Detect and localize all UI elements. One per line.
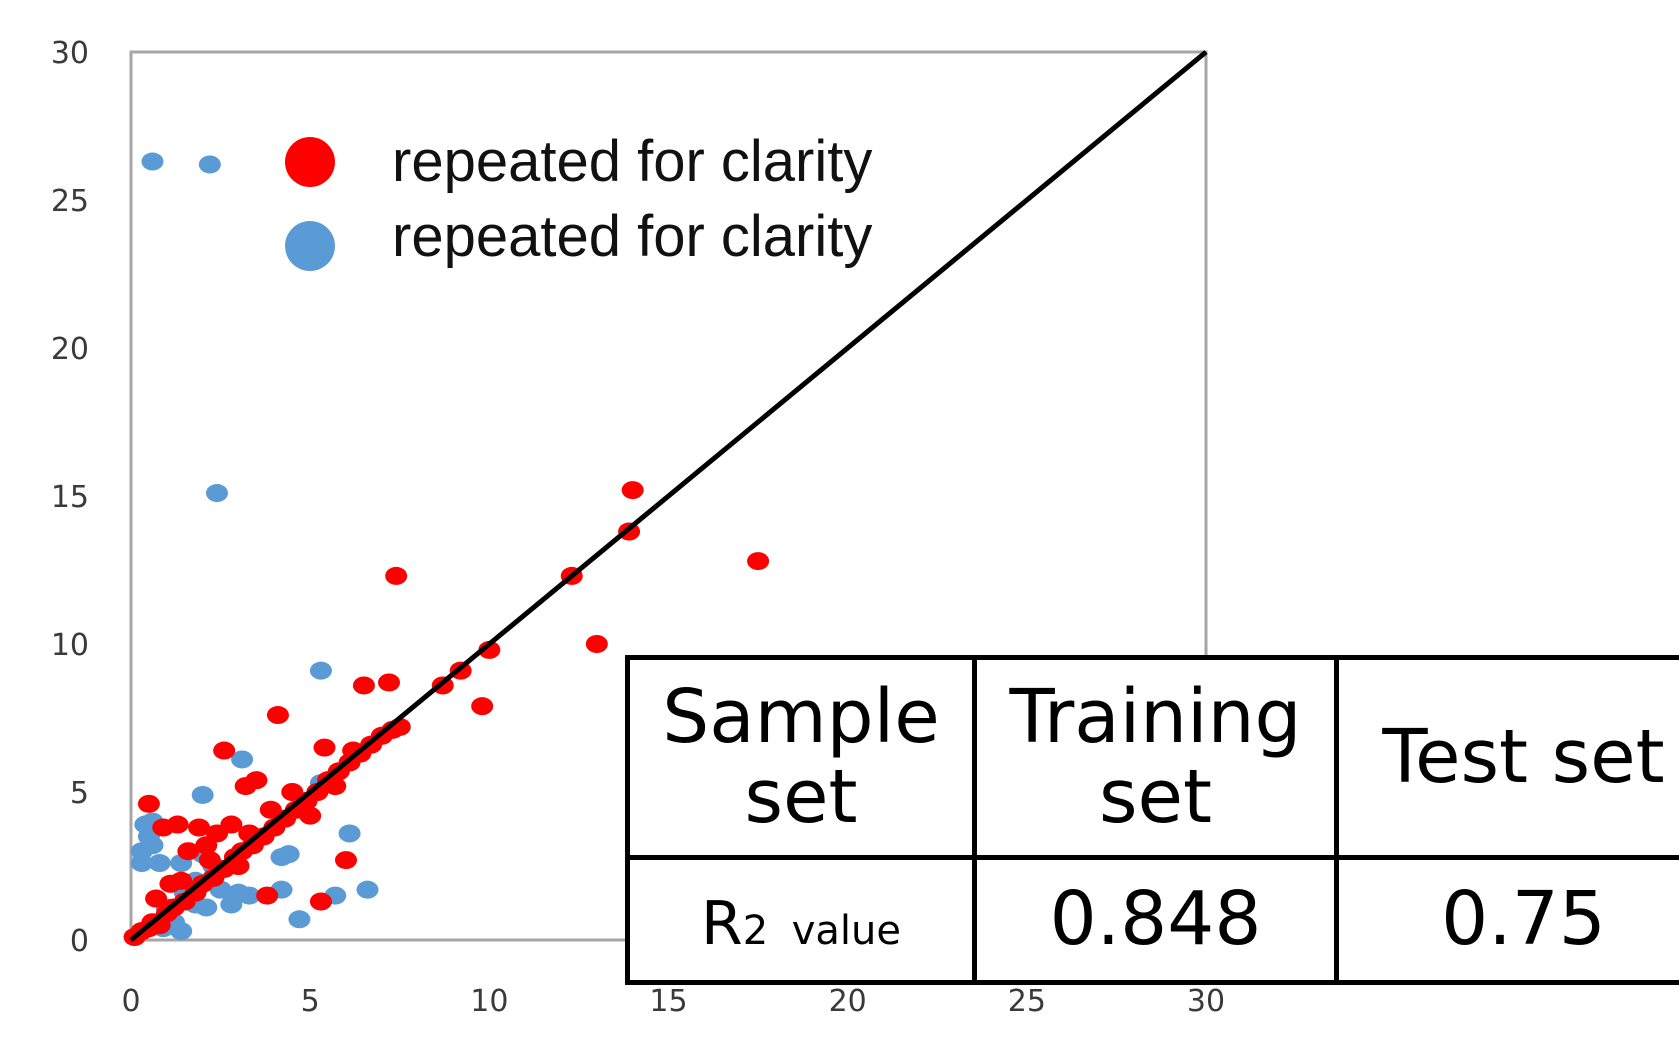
data-point-blue [206,484,228,503]
data-point-red [198,851,221,870]
r2-value-word: value [791,908,901,955]
data-point-blue [356,880,379,899]
data-point-red [166,815,189,834]
data-point-red [145,889,168,908]
r2-results-table: Sample set Training set Test set R2 valu… [625,655,1679,985]
data-point-blue [338,824,361,843]
data-point-red [471,697,494,716]
training-r2-value: 0.848 [972,855,1339,985]
data-point-red [170,871,193,890]
data-point-red [299,806,322,825]
data-point-red [137,794,160,813]
y-tick-label: 20 [51,332,89,367]
header-training-set: Training set [972,655,1339,860]
data-point-red [621,481,644,500]
data-point-red [266,706,289,725]
data-point-red [747,552,770,571]
data-point-red [324,777,347,796]
data-point-blue [277,845,300,864]
row-label-r2-value: R2 value [625,855,977,985]
data-point-red [259,800,282,819]
data-point-blue [195,898,218,917]
data-point-red [585,635,608,653]
legend-label-blue: repeated for clarity [392,204,872,269]
y-tick-label: 25 [51,184,89,219]
data-point-blue [191,785,214,804]
data-point-red [188,818,211,837]
data-point-red [385,566,408,585]
y-tick-label: 0 [70,924,89,959]
data-point-blue [238,886,261,905]
x-tick-label: 30 [1187,984,1225,1019]
x-tick-label: 25 [1008,984,1046,1019]
data-point-blue [231,750,254,769]
legend-item-red: repeated for clarity [285,129,872,194]
data-point-blue [141,152,164,171]
data-point-red [213,741,236,760]
legend: repeated for clarity repeated for clarit… [285,129,872,271]
r2-letter: R [701,889,743,960]
data-point-blue [170,922,193,941]
data-point-blue [309,661,332,680]
data-point-red [220,815,243,834]
y-tick-label: 5 [70,776,89,811]
data-point-red [352,676,375,695]
x-tick-label: 5 [301,984,320,1019]
y-tick-label: 10 [51,628,89,663]
legend-marker-red [285,137,335,187]
data-point-red [177,842,200,861]
header-test-set: Test set [1334,655,1679,860]
x-tick-label: 0 [121,984,140,1019]
data-point-blue [198,155,221,174]
data-point-red [256,886,279,905]
data-point-red [335,851,357,870]
header-sample-set: Sample set [625,655,977,860]
data-point-red [378,673,400,692]
data-point-blue [148,854,171,873]
data-point-blue [141,836,164,855]
x-tick-label: 20 [829,984,867,1019]
r2-exponent: 2 [742,908,769,955]
x-axis-ticks: 0 5 10 15 20 25 30 [121,984,1225,1019]
data-point-red [245,771,268,790]
reference-line [129,50,1208,942]
data-point-blue [288,910,311,929]
data-point-red [313,738,336,757]
x-tick-label: 10 [470,984,508,1019]
data-point-red [227,857,250,875]
x-tick-label: 15 [649,984,687,1019]
y-axis-ticks: 0 5 10 15 20 25 30 [51,36,89,959]
table-row-r2: R2 value 0.848 0.75 [625,855,1679,985]
data-point-red [281,783,304,801]
table-header-row: Sample set Training set Test set [625,655,1679,860]
y-tick-label: 30 [51,36,89,71]
legend-marker-blue [285,221,335,271]
data-point-red [309,892,332,911]
y-tick-label: 15 [51,480,89,515]
legend-label-red: repeated for clarity [392,129,872,194]
test-r2-value: 0.75 [1334,855,1679,985]
legend-item-blue: repeated for clarity [285,204,872,271]
